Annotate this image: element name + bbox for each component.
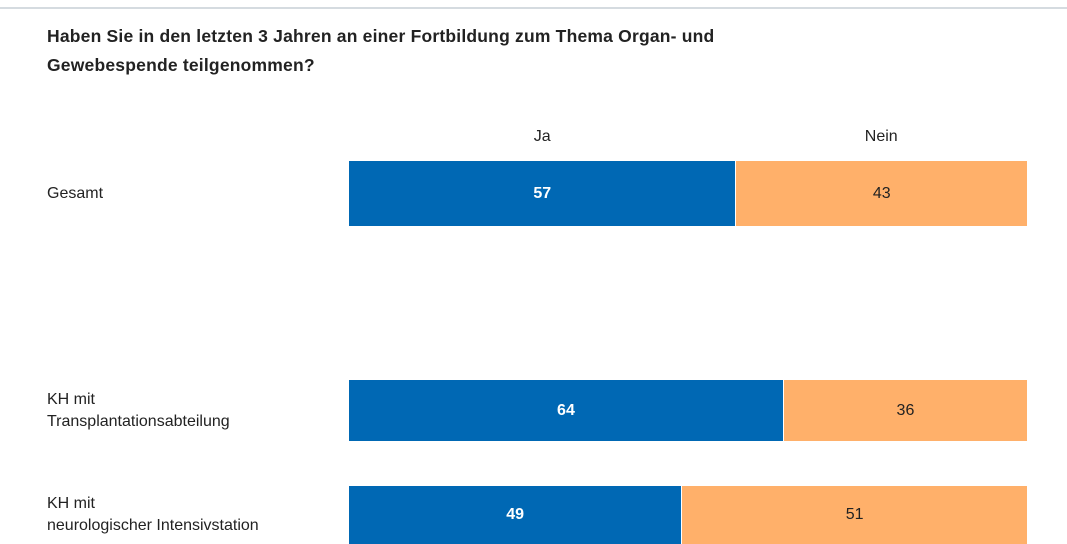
bar-segment: 49: [349, 486, 682, 544]
bar-segment: 36: [782, 380, 1027, 441]
value-label: 64: [557, 401, 575, 419]
value-label: 49: [506, 506, 524, 523]
bar-segment: 51: [681, 486, 1027, 544]
value-label: 43: [872, 184, 891, 202]
category-label: Gesamt: [47, 184, 104, 202]
bar-segment: 64: [349, 380, 783, 441]
value-label: 57: [533, 184, 552, 202]
top-rule: [0, 7, 1067, 9]
bar-segment: 43: [735, 161, 1027, 226]
value-label: 51: [845, 506, 864, 523]
legend-label: Nein: [864, 128, 898, 145]
bar-segment: 57: [349, 161, 736, 226]
category-label: KH mit neurologischer Intensivstation: [47, 495, 259, 534]
value-label: 36: [896, 401, 915, 419]
chart-title: Haben Sie in den letzten 3 Jahren an ein…: [47, 26, 715, 75]
legend-label: Ja: [533, 128, 551, 145]
category-label: KH mit Transplantationsabteilung: [47, 390, 230, 430]
